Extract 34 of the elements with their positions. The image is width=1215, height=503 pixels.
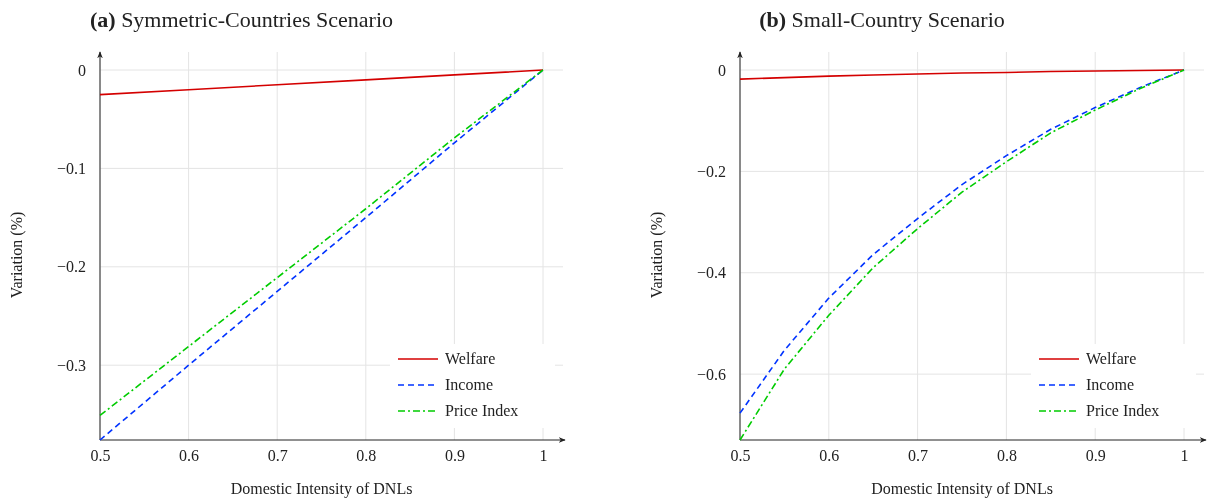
x-tick-label: 0.5 (90, 447, 111, 465)
legend-label: Price Index (445, 402, 519, 419)
y-tick-label: −0.4 (696, 264, 726, 282)
x-tick-label: 1 (1180, 447, 1189, 465)
x-tick-label: 0.5 (730, 447, 751, 465)
x-tick-label: 0.9 (1085, 447, 1106, 465)
y-tick-label: 0 (78, 61, 86, 79)
x-tick-label: 0.9 (444, 447, 465, 465)
legend-label: Price Index (1086, 402, 1160, 419)
x-tick-label: 0.7 (267, 447, 288, 465)
chart-title: (a) Symmetric-Countries Scenario (89, 7, 394, 32)
chart-title: (b) Small-Country Scenario (759, 7, 1005, 32)
line-series (739, 69, 1185, 80)
x-tick-label: 0.6 (819, 447, 840, 465)
y-axis-title: Variation (%) (8, 211, 26, 299)
legend-label: Welfare (445, 350, 496, 367)
x-axis-title: Domestic Intensity of DNLs (871, 480, 1053, 498)
x-axis-title: Domestic Intensity of DNLs (230, 480, 413, 498)
line-series (99, 69, 544, 96)
y-tick-label: −0.3 (56, 356, 86, 374)
y-tick-label: −0.1 (56, 160, 86, 178)
y-tick-label: −0.6 (696, 365, 726, 383)
legend-label: Income (445, 376, 493, 393)
y-tick-label: −0.2 (696, 162, 726, 180)
x-tick-label: 0.8 (996, 447, 1017, 465)
y-tick-label: 0 (718, 61, 726, 79)
y-tick-label: −0.2 (56, 258, 86, 276)
x-tick-label: 0.8 (356, 447, 377, 465)
x-tick-label: 0.6 (179, 447, 200, 465)
y-axis-title: Variation (%) (648, 211, 666, 299)
legend-label: Income (1086, 376, 1134, 393)
legend-label: Welfare (1086, 350, 1137, 367)
x-tick-label: 1 (539, 447, 548, 465)
x-tick-label: 0.7 (908, 447, 929, 465)
